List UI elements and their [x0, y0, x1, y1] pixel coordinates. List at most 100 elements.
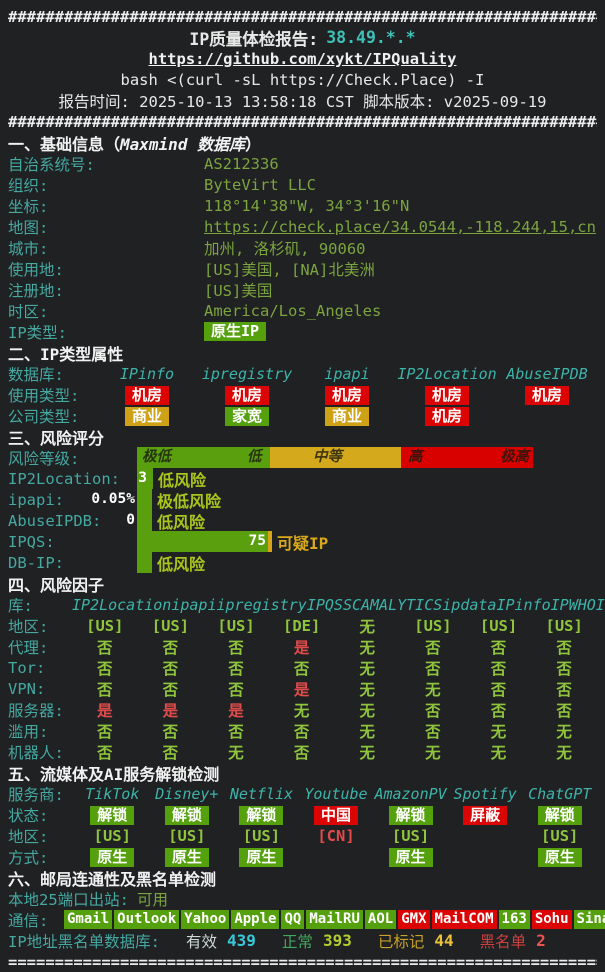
score-label: IPQS:: [8, 532, 55, 551]
mail-badge-outlook: Outlook: [114, 910, 180, 929]
db-label: 数据库:: [8, 366, 64, 384]
risk-score-row-ipqs: IPQS: 75 可疑IP: [8, 531, 597, 553]
risk-score-row-dbip: DB-IP: 低风险: [8, 552, 597, 574]
table-cell: 是: [293, 681, 310, 699]
table-cell: 否: [556, 681, 572, 699]
table-cell: 否: [97, 660, 113, 678]
scale-tick-veryhigh: 极高: [500, 449, 529, 465]
scale-segment-high: [401, 447, 533, 468]
region-cell: [US]: [391, 827, 430, 845]
score-label: DB-IP:: [8, 553, 64, 572]
method-badge: 原生: [239, 847, 284, 867]
registered-location-label: 注册地:: [8, 281, 64, 300]
risk-level-text: 极低风险: [157, 491, 222, 511]
table-cell: 无: [490, 723, 507, 741]
risk-level-text: 低风险: [158, 470, 207, 490]
scale-tick-high: 高: [408, 449, 423, 465]
table-cell: 否: [425, 702, 441, 720]
table-cell: 无: [359, 681, 376, 699]
score-bar-fill: 0.05%: [91, 489, 148, 510]
table-cell: 否: [97, 681, 113, 699]
table-cell: 否: [293, 723, 310, 741]
method-badge: 原生: [388, 847, 433, 867]
db-col-ipapi: ipapi: [324, 365, 370, 383]
stat-valid-value: 439: [227, 931, 256, 950]
scale-segment-medium: [270, 447, 401, 468]
risk-score-row-ipapi: ipapi: 0.05% 极低风险: [8, 489, 597, 511]
usage-badge: 机房: [224, 385, 269, 405]
table-cell: [US]: [414, 617, 452, 635]
col-tiktok: TikTok: [85, 785, 140, 803]
asn-label: 自治系统号:: [8, 155, 95, 174]
score-marker: [148, 510, 152, 531]
mail-badge-gmail: Gmail: [64, 910, 113, 929]
col-chatgpt: ChatGPT: [528, 785, 592, 803]
status-badge: 解锁: [537, 805, 582, 825]
score-marker: [148, 489, 152, 510]
table-cell: 否: [425, 639, 441, 657]
command-line: bash <(curl -sL https://Check.Place) -I: [8, 69, 597, 90]
row-label: 服务器:: [8, 702, 64, 720]
status-label: 状态:: [8, 807, 49, 825]
table-cell: 否: [556, 702, 572, 720]
table-cell: 否: [490, 639, 507, 657]
section6-title: 六、邮局连通性及黑名单检测: [8, 867, 597, 889]
risk-factor-row-region: 地区: [US] [US] [US] [DE] 无 [US] [US] [US]: [8, 615, 597, 636]
table-cell: [US]: [217, 617, 255, 635]
usage-badge: 机房: [124, 385, 169, 405]
table-cell: 无: [359, 702, 376, 720]
db-col-ip2location: IP2Location: [397, 365, 497, 383]
company-badge: 机房: [424, 406, 469, 426]
status-badge: 中国: [313, 805, 358, 825]
asn-value: AS212336: [204, 154, 279, 173]
stat-marked-label: 已标记: [377, 932, 425, 951]
table-cell: [US]: [545, 617, 583, 635]
comm-label: 通信:: [8, 911, 49, 930]
mail-badge-sohu: Sohu: [531, 910, 572, 929]
section1-title: 一、基础信息（ Maxmind 数据库）: [8, 132, 597, 154]
table-cell: 否: [293, 660, 310, 678]
scale-segment-low: [137, 447, 270, 468]
stat-normal-label: 正常: [281, 932, 313, 951]
section5-title-text: 五、流媒体及AI服务解锁检测: [8, 764, 220, 784]
row-label: 代理:: [8, 639, 49, 657]
table-cell: 无: [556, 744, 572, 762]
score-bar: 0 低风险: [126, 510, 533, 532]
scale-tick-verylow: 极低: [142, 449, 171, 465]
table-cell: 是: [293, 639, 310, 657]
company-badge: 家宽: [224, 406, 269, 426]
map-link[interactable]: https://check.place/34.0544,-118.244,15,…: [204, 217, 596, 236]
score-bar: 75 可疑IP: [137, 531, 533, 553]
region-cell: [US]: [541, 827, 579, 845]
status-badge: 解锁: [388, 805, 433, 825]
provider-label: 服务商:: [8, 786, 64, 804]
coords-value: 118°14'38"W, 34°3'16"N: [204, 196, 410, 215]
mail-badge-apple: Apple: [231, 910, 280, 929]
score-value: 75: [248, 533, 266, 549]
table-cell: 否: [228, 639, 244, 657]
company-badge: 商业: [324, 406, 369, 426]
row-label: VPN:: [8, 680, 46, 698]
section3-title: 三、风险评分: [8, 426, 597, 448]
table-cell: 无: [293, 702, 310, 720]
stat-blacklist-label: 黑名单: [479, 932, 527, 951]
table-cell: 否: [425, 723, 441, 741]
risk-scale: 极低 低 中等 高 极高: [137, 447, 533, 468]
db-col-abuseipdb: AbuseIPDB: [506, 365, 588, 383]
region-cell: [US]: [242, 827, 281, 845]
usage-type-label: 使用类型:: [8, 387, 80, 405]
unlock-status-row: 状态: 解锁 解锁 解锁 中国 解锁 屏蔽 解锁: [8, 804, 597, 825]
row-label: 滥用:: [8, 723, 49, 741]
table-cell: 否: [97, 639, 113, 657]
region-label: 地区:: [8, 828, 49, 846]
repo-link[interactable]: https://github.com/xykt/IPQuality: [148, 49, 457, 68]
timezone-value: America/Los_Angeles: [204, 301, 382, 320]
row-label: Tor:: [8, 659, 46, 677]
row-timezone: 时区: America/Los_Angeles: [8, 300, 597, 321]
section2-title-text: 二、IP类型属性: [8, 344, 124, 364]
col-ip2location: IP2Location: [72, 596, 172, 614]
usage-badge: 机房: [324, 385, 369, 405]
score-bar-fill: [137, 552, 148, 573]
risk-factor-row-proxy: 代理: 否 否 否 是 无 否 否 否: [8, 636, 597, 657]
risk-level-text: 低风险: [157, 512, 206, 532]
